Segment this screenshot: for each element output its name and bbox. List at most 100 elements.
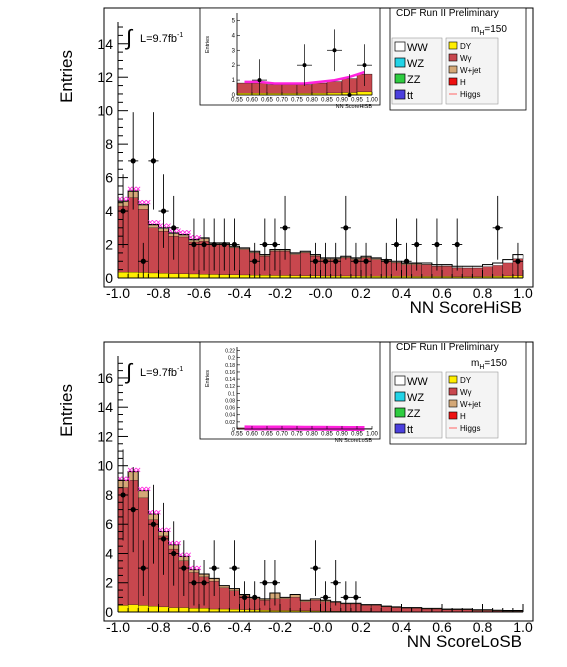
y-tick-label: 10 bbox=[97, 458, 113, 474]
data-point bbox=[150, 158, 157, 164]
legend-swatch bbox=[394, 423, 406, 434]
data-point bbox=[495, 225, 501, 231]
data-point bbox=[191, 241, 197, 248]
legend-label: H bbox=[460, 412, 466, 421]
y-tick-label: 0 bbox=[105, 604, 113, 620]
signal-hatch bbox=[186, 230, 192, 235]
stack-bar-wgamma bbox=[421, 262, 433, 279]
signal-hatch bbox=[127, 186, 133, 192]
legend-swatch bbox=[394, 89, 406, 100]
inset-y-tick-label: 0.22 bbox=[225, 349, 235, 355]
data-point bbox=[434, 241, 440, 248]
data-point bbox=[312, 565, 319, 571]
inset-y-tick-label: 4 bbox=[232, 33, 236, 39]
data-point bbox=[363, 258, 369, 264]
legend-swatch bbox=[448, 399, 458, 408]
signal-hatch bbox=[182, 230, 188, 235]
inset-x-tick-label: 0.80 bbox=[306, 98, 318, 104]
x-tick-label: -0.2 bbox=[268, 285, 292, 301]
legend: CDF Run II PreliminarymH=150WWWZZZttDYWγ… bbox=[389, 341, 527, 445]
inset-y-tick-label: 3 bbox=[232, 48, 236, 54]
stack-bar-dy bbox=[127, 604, 139, 613]
legend-label: Higgs bbox=[460, 424, 480, 433]
data-point bbox=[201, 241, 207, 248]
x-tick-label: -0.0 bbox=[308, 285, 332, 301]
stack-bar-dy bbox=[178, 273, 190, 279]
data-point bbox=[211, 241, 217, 248]
stack-bar-dy bbox=[168, 273, 179, 279]
data-point bbox=[241, 594, 248, 600]
inset-x-tick-label: 0.60 bbox=[246, 432, 258, 438]
data-point bbox=[322, 258, 329, 264]
legend-swatch bbox=[448, 41, 458, 50]
legend-swatch bbox=[448, 375, 458, 384]
x-tick-label: 0.2 bbox=[351, 285, 371, 301]
stack-bar-wgamma bbox=[300, 251, 311, 279]
x-tick-label: -0.4 bbox=[227, 285, 251, 301]
data-point bbox=[171, 225, 177, 231]
lumi-exponent: -1 bbox=[177, 32, 183, 39]
data-point bbox=[160, 536, 167, 542]
legend-label: ZZ bbox=[407, 74, 421, 86]
signal-hatch bbox=[196, 235, 202, 240]
inset-x-axis-title: NN ScoreLoSB bbox=[335, 438, 373, 444]
inset-y-tick-label: 0.16 bbox=[225, 370, 235, 376]
signal-hatch bbox=[196, 565, 202, 571]
legend-label: Higgs bbox=[460, 90, 480, 99]
stack-bar-wgamma bbox=[370, 257, 382, 279]
mass-value: =150 bbox=[484, 24, 507, 35]
inset-x-tick-label: 0.90 bbox=[336, 98, 348, 104]
inset-data-point bbox=[332, 48, 337, 53]
data-point bbox=[160, 208, 167, 214]
inset-y-tick-label: 0.04 bbox=[225, 413, 235, 419]
x-tick-label: 0.6 bbox=[432, 285, 452, 301]
y-tick-label: 2 bbox=[105, 237, 113, 253]
inset-y-tick-label: 0.14 bbox=[225, 377, 235, 383]
signal-hatch bbox=[152, 219, 157, 225]
inset-x-tick-label: 0.75 bbox=[291, 98, 303, 104]
data-point bbox=[130, 158, 136, 164]
inset-x-tick-label: 1.00 bbox=[366, 98, 378, 104]
inset-y-axis-title: Entries bbox=[205, 36, 211, 53]
data-point bbox=[130, 507, 136, 513]
stack-bar-wjet bbox=[138, 490, 149, 499]
panel-losb: -1.0 -0.8 -0.6 -0.4 -0.2 -0.0 0.2 0.4 0.6 0.8 1.00… bbox=[57, 341, 534, 651]
legend-label: W+jet bbox=[460, 66, 481, 75]
mass-symbol: m bbox=[471, 24, 479, 35]
signal-hatch bbox=[178, 552, 184, 558]
y-tick-label: 6 bbox=[105, 170, 113, 186]
x-axis-title: NN ScoreHiSB bbox=[410, 298, 522, 317]
inset-data-point bbox=[302, 63, 307, 68]
signal-hatch bbox=[168, 540, 173, 546]
legend-swatch bbox=[448, 411, 458, 420]
inset-y-tick-label: 0.08 bbox=[225, 398, 235, 404]
signal-hatch bbox=[186, 552, 192, 558]
lumi-value: L=9.7fb bbox=[140, 367, 177, 379]
data-point bbox=[221, 241, 227, 248]
legend-swatch bbox=[394, 407, 406, 418]
y-tick-label: 4 bbox=[105, 203, 113, 219]
legend-swatch bbox=[394, 41, 406, 52]
inset-y-tick-label: 0.2 bbox=[228, 356, 235, 362]
data-point bbox=[211, 565, 217, 571]
legend-label: WZ bbox=[407, 58, 424, 70]
stack-bar-dy bbox=[158, 606, 169, 613]
stack-bar-dy bbox=[178, 607, 190, 613]
signal-hatch bbox=[141, 486, 147, 492]
stack-bar-dy bbox=[117, 605, 129, 613]
x-tick-label: 0.8 bbox=[473, 285, 493, 301]
x-tick-label: -1.0 bbox=[106, 619, 130, 635]
stack-bar-dy bbox=[168, 607, 179, 613]
y-tick-label: 14 bbox=[97, 36, 113, 52]
signal-hatch bbox=[135, 186, 141, 192]
signal-hatch bbox=[145, 486, 151, 492]
x-tick-label: -0.6 bbox=[187, 619, 211, 635]
data-point bbox=[252, 594, 258, 600]
stack-bar-dy bbox=[148, 272, 159, 279]
inset-y-tick-label: 0.18 bbox=[225, 363, 235, 369]
x-tick-label: 0.4 bbox=[392, 619, 412, 635]
inset-y-tick-label: 0 bbox=[232, 93, 236, 99]
lumi-value: L=9.7fb bbox=[140, 33, 177, 45]
y-tick-label: 8 bbox=[105, 136, 113, 152]
y-tick-label: 12 bbox=[97, 428, 113, 444]
